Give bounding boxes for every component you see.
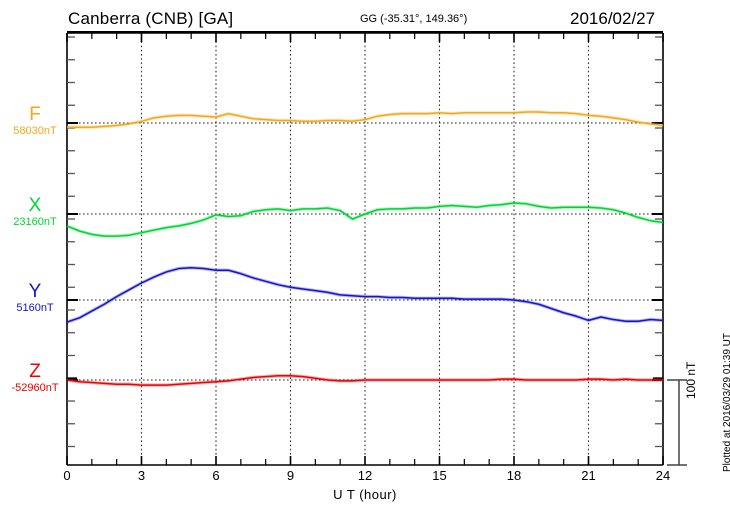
component-label-x: X 23160nT [0,196,70,229]
observation-date: 2016/02/27 [570,9,656,28]
x-axis-tick-label: 21 [581,468,596,483]
component-label-y: Y 5160nT [0,282,70,315]
component-baseline-value: 5160nT [16,302,54,314]
geographic-coordinates: GG (-35.31°, 149.36°) [360,13,468,25]
x-axis-tick-label: 6 [212,468,220,483]
x-axis-tick-label: 9 [286,468,295,483]
component-symbol: Z [29,361,41,382]
component-baseline-value: -52960nT [11,382,59,394]
x-axis-tick-label: 3 [137,468,146,483]
x-axis-tick-label: 0 [63,468,71,483]
component-symbol: Y [28,281,42,302]
x-axis-label-text: U T (hour) [333,487,397,502]
x-axis-label: U T (hour) [0,487,730,502]
trace-z [66,375,663,386]
component-baseline-value: 58030nT [13,125,57,137]
scale-bar-label: 100 nT [684,361,698,399]
x-axis-tick-label: 18 [506,468,522,483]
header-rule [67,31,663,33]
component-baseline-value: 23160nT [13,216,57,228]
component-symbol: F [29,104,41,125]
trace-x [66,202,664,237]
page-title: Canberra (CNB) [GA] [68,9,234,28]
plotted-timestamp: Plotted at 2016/03/29 01:39 UT [722,333,730,472]
component-label-z: Z -52960nT [0,362,70,395]
trace-f [67,111,664,128]
x-axis-tick-label: 12 [357,468,373,483]
component-label-f: F 58030nT [0,105,70,138]
x-axis-tick-label: 24 [655,468,671,483]
component-symbol: X [28,195,42,216]
x-axis-tick-label: 15 [432,468,447,483]
trace-y [66,266,664,323]
